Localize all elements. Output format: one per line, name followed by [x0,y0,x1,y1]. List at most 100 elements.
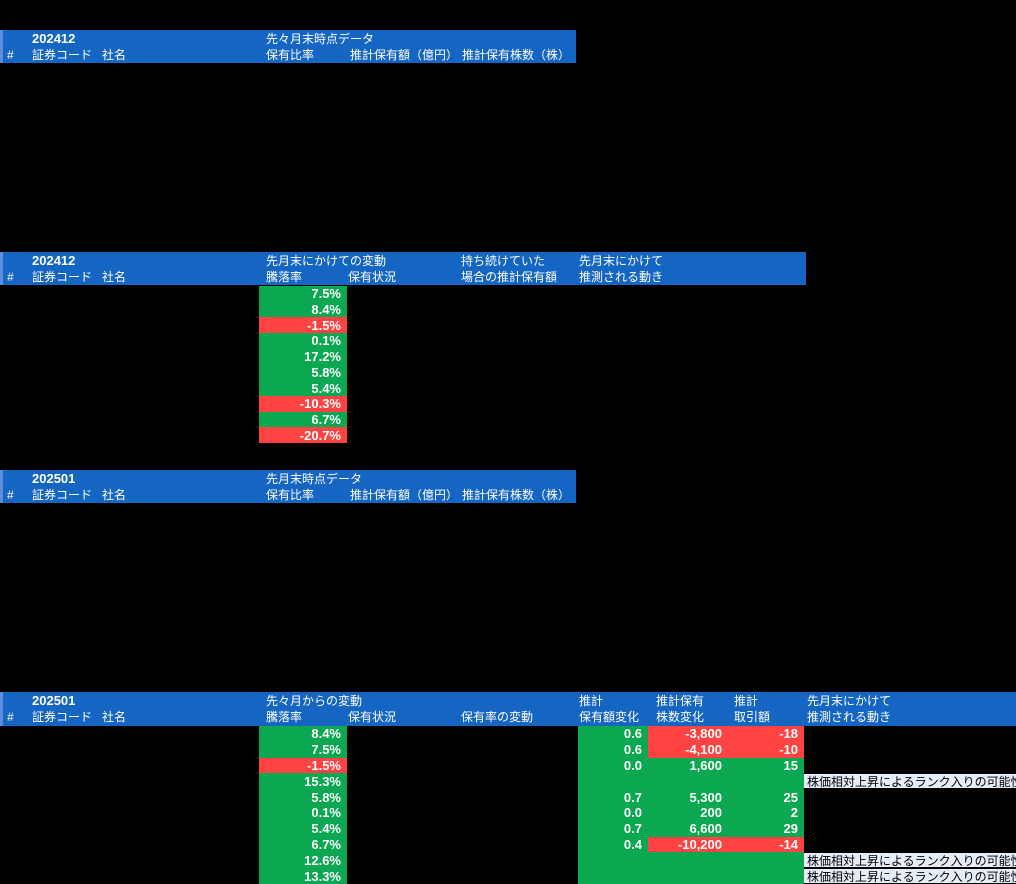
section-202501-change-rows: 8.4% 0.6 -3,800 -18 7.5% 0.6 -4,100 -10 -1.5% 0… [0,726,1016,884]
change-rate-cell[interactable]: 7.5% [259,741,347,758]
movement-note[interactable] [804,759,1016,773]
change-rate-cell[interactable]: 6.7% [259,411,347,428]
change-rate-cell[interactable]: 0.1% [259,333,347,349]
shares-change-cell[interactable]: -3,800 [648,726,728,742]
group-held-line1: 持ち続けていた [461,254,546,268]
table-row: 7.5% [0,286,1016,302]
table-row: 8.4% [0,301,1016,318]
col-change: 騰落率 [266,710,303,724]
change-rate-cell[interactable]: -10.3% [259,395,347,412]
change-rate-cell[interactable]: 13.3% [259,868,347,884]
shares-change-cell[interactable] [648,868,728,884]
movement-note[interactable]: 株価相対上昇によるランク入りの可能性 [804,774,1016,789]
amount-change-cell[interactable]: 0.6 [578,741,648,758]
section-202412-change-rows: 7.5% 8.4% -1.5% 0.1% 17.2% 5.8% 5.4% -10… [0,286,1016,444]
amount-change-cell[interactable]: 0.4 [578,836,648,853]
col-trade: 取引額 [734,710,771,724]
change-rate-cell[interactable]: 8.4% [259,726,347,742]
table-row: 5.4% 0.7 6,600 29 [0,820,1016,837]
trade-amount-cell[interactable] [728,868,804,884]
group-est-shares: 推計保有 [656,694,705,708]
change-rate-cell[interactable]: 7.5% [259,286,347,302]
trade-amount-cell[interactable] [728,852,804,869]
amount-change-cell[interactable] [578,773,648,790]
section-header-202501-change: 202501 先々月からの変動 推計 推計保有 推計 先月末にかけて # 証券コ… [0,692,1016,726]
band-edge-stripe [0,30,3,63]
trade-amount-cell[interactable]: 25 [728,789,804,805]
table-row: 7.5% 0.6 -4,100 -10 [0,741,1016,758]
change-rate-cell[interactable]: 0.1% [259,804,347,821]
table-row: 8.4% 0.6 -3,800 -18 [0,726,1016,742]
change-rate-cell[interactable]: 5.8% [259,364,347,381]
change-rate-cell[interactable]: 17.2% [259,348,347,365]
movement-note[interactable]: 株価相対上昇によるランク入りの可能性 [804,869,1016,884]
section-header-202501-data: 202501 先月末時点データ # 証券コード 社名 保有比率 推計保有額（億円… [0,470,576,503]
col-code: 証券コード [32,270,93,284]
col-code: 証券コード [32,488,93,502]
col-name: 社名 [102,488,127,502]
change-rate-cell[interactable]: 5.8% [259,789,347,805]
trade-amount-cell[interactable]: 15 [728,757,804,774]
amount-change-cell[interactable]: 0.6 [578,726,648,742]
group-move-line1: 先月末にかけて [579,254,664,268]
trade-amount-cell[interactable] [728,773,804,790]
shares-change-cell[interactable]: -4,100 [648,741,728,758]
col-amount: 推計保有額（億円） [350,488,459,502]
shares-change-cell[interactable]: 200 [648,804,728,821]
amount-change-cell[interactable] [578,852,648,869]
movement-note[interactable] [804,727,1016,741]
change-rate-cell[interactable]: 15.3% [259,773,347,790]
col-num: # [7,48,14,62]
movement-note[interactable] [804,806,1016,820]
col-ratio-change: 保有率の変動 [461,710,534,724]
table-row: 6.7% [0,411,1016,428]
shares-change-cell[interactable] [648,852,728,869]
trade-amount-cell[interactable]: -18 [728,726,804,742]
table-row: 5.8% 0.7 5,300 25 [0,789,1016,805]
shares-change-cell[interactable]: 5,300 [648,789,728,805]
col-name: 社名 [102,710,127,724]
change-rate-cell[interactable]: -20.7% [259,427,347,444]
movement-note[interactable] [804,822,1016,836]
section-header-202412-change: 202412 先月末にかけての変動 持ち続けていた 先月末にかけて # 証券コー… [0,252,806,285]
trade-amount-cell[interactable]: 2 [728,804,804,821]
movement-note[interactable] [804,743,1016,757]
col-ratio: 保有比率 [266,48,315,62]
col-status: 保有状況 [348,710,397,724]
band-edge-stripe [0,252,3,285]
group-title: 先月末時点データ [266,472,363,486]
change-rate-cell[interactable]: -1.5% [259,317,347,334]
amount-change-cell[interactable] [578,868,648,884]
movement-note[interactable] [804,790,1016,804]
table-row: 5.4% [0,380,1016,396]
group-held-line2: 場合の推計保有額 [461,270,558,284]
change-rate-cell[interactable]: -1.5% [259,757,347,774]
table-row: -10.3% [0,395,1016,412]
shares-change-cell[interactable]: -10,200 [648,836,728,853]
trade-amount-cell[interactable]: -14 [728,836,804,853]
shares-change-cell[interactable]: 6,600 [648,820,728,837]
group-title: 先々月からの変動 [266,694,363,708]
table-row: 0.1% [0,333,1016,349]
table-row: -20.7% [0,427,1016,444]
shares-change-cell[interactable] [648,773,728,790]
change-rate-cell[interactable]: 8.4% [259,301,347,318]
change-rate-cell[interactable]: 6.7% [259,836,347,853]
movement-note[interactable]: 株価相対上昇によるランク入りの可能性 [804,853,1016,868]
change-rate-cell[interactable]: 5.4% [259,820,347,837]
amount-change-cell[interactable]: 0.7 [578,820,648,837]
change-rate-cell[interactable]: 12.6% [259,852,347,869]
trade-amount-cell[interactable]: -10 [728,741,804,758]
table-row: 12.6% 株価相対上昇によるランク入りの可能性 [0,852,1016,869]
change-rate-cell[interactable]: 5.4% [259,380,347,396]
amount-change-cell[interactable]: 0.0 [578,804,648,821]
trade-amount-cell[interactable]: 29 [728,820,804,837]
amount-change-cell[interactable]: 0.7 [578,789,648,805]
movement-note[interactable] [804,838,1016,852]
shares-change-cell[interactable]: 1,600 [648,757,728,774]
amount-change-cell[interactable]: 0.0 [578,757,648,774]
col-code: 証券コード [32,710,93,724]
table-row: 0.1% 0.0 200 2 [0,804,1016,821]
group-move-line1: 先月末にかけて [807,694,892,708]
